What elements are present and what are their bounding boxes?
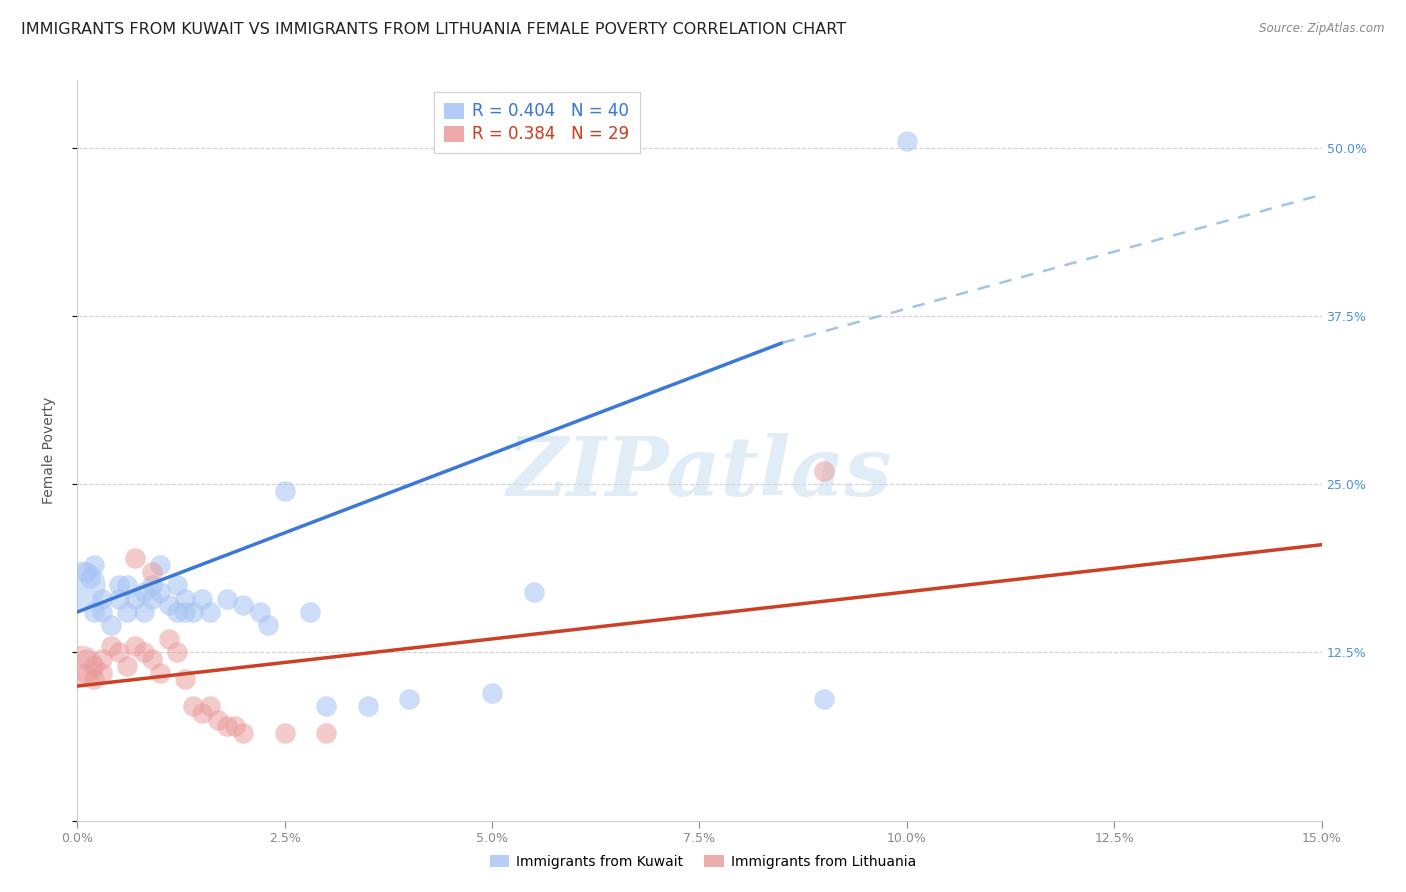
Point xyxy=(75,652,97,666)
Point xyxy=(141,652,163,666)
Point xyxy=(157,599,180,613)
Point xyxy=(166,645,188,659)
Point xyxy=(157,632,180,646)
Point xyxy=(149,558,172,572)
Point xyxy=(813,692,835,706)
Point xyxy=(70,658,93,673)
Text: IMMIGRANTS FROM KUWAIT VS IMMIGRANTS FROM LITHUANIA FEMALE POVERTY CORRELATION C: IMMIGRANTS FROM KUWAIT VS IMMIGRANTS FRO… xyxy=(21,22,846,37)
Point xyxy=(357,699,380,714)
Point xyxy=(124,591,146,606)
Point xyxy=(83,658,105,673)
Point xyxy=(83,673,105,687)
Point xyxy=(183,699,205,714)
Point xyxy=(75,565,97,579)
Point xyxy=(115,578,138,592)
Y-axis label: Female Poverty: Female Poverty xyxy=(42,397,56,504)
Point xyxy=(141,565,163,579)
Point xyxy=(315,726,337,740)
Point xyxy=(174,591,197,606)
Point xyxy=(91,665,114,680)
Point xyxy=(273,726,295,740)
Point xyxy=(190,706,214,720)
Point xyxy=(298,605,321,619)
Point xyxy=(273,483,295,498)
Point xyxy=(100,618,122,632)
Point xyxy=(100,639,122,653)
Legend: Immigrants from Kuwait, Immigrants from Lithuania: Immigrants from Kuwait, Immigrants from … xyxy=(485,849,921,874)
Point xyxy=(523,584,546,599)
Point xyxy=(124,639,146,653)
Point xyxy=(232,599,254,613)
Point xyxy=(79,571,101,585)
Point xyxy=(257,618,280,632)
Point xyxy=(315,699,337,714)
Point xyxy=(215,591,238,606)
Point xyxy=(207,713,229,727)
Legend: R = 0.404   N = 40, R = 0.384   N = 29: R = 0.404 N = 40, R = 0.384 N = 29 xyxy=(434,92,640,153)
Point xyxy=(132,584,155,599)
Point xyxy=(149,665,172,680)
Point xyxy=(107,591,129,606)
Point xyxy=(166,605,188,619)
Point xyxy=(198,605,221,619)
Point xyxy=(107,645,129,659)
Point xyxy=(132,645,155,659)
Point xyxy=(166,578,188,592)
Point xyxy=(115,605,138,619)
Point xyxy=(70,578,93,592)
Point xyxy=(141,591,163,606)
Point xyxy=(132,605,155,619)
Point xyxy=(896,134,918,148)
Point xyxy=(83,558,105,572)
Point xyxy=(107,578,129,592)
Text: Source: ZipAtlas.com: Source: ZipAtlas.com xyxy=(1260,22,1385,36)
Point xyxy=(141,578,163,592)
Point xyxy=(174,673,197,687)
Point xyxy=(398,692,420,706)
Point xyxy=(183,605,205,619)
Point xyxy=(91,605,114,619)
Point xyxy=(249,605,271,619)
Point xyxy=(83,605,105,619)
Point xyxy=(91,652,114,666)
Point xyxy=(198,699,221,714)
Point xyxy=(91,591,114,606)
Point xyxy=(481,686,503,700)
Point xyxy=(813,464,835,478)
Text: ZIPatlas: ZIPatlas xyxy=(506,433,893,513)
Point xyxy=(115,658,138,673)
Point xyxy=(232,726,254,740)
Point xyxy=(224,719,246,733)
Point xyxy=(149,584,172,599)
Point xyxy=(190,591,214,606)
Point xyxy=(75,665,97,680)
Point xyxy=(174,605,197,619)
Point xyxy=(124,551,146,566)
Point xyxy=(215,719,238,733)
